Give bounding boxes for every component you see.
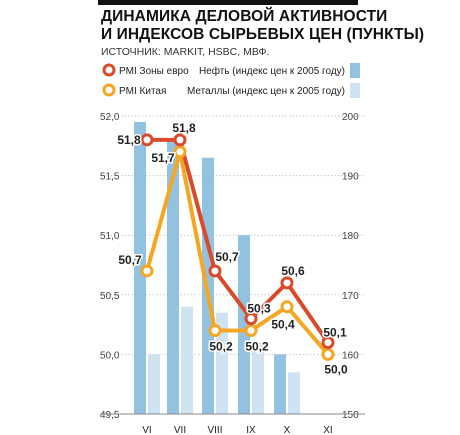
data-label-pmi-euro: 50,7 — [215, 250, 239, 264]
bar-oil — [274, 354, 286, 414]
bar-oil — [134, 121, 146, 415]
y-right-tick-label: 180 — [342, 231, 359, 242]
legend-marker-pmi-china — [102, 83, 116, 97]
legend-marker-pmi-euro — [102, 63, 116, 77]
y-left-tick-label: 49,5 — [100, 410, 120, 421]
data-label-pmi-china: 50,0 — [324, 362, 348, 376]
point-pmi-china — [140, 264, 154, 278]
legend-label-pmi-china: PMI Китая — [119, 86, 166, 97]
title-bar-decoration — [98, 0, 358, 5]
legend-swatch-metals — [350, 83, 360, 98]
y-right-tick-label: 190 — [342, 172, 359, 183]
data-label-pmi-euro: 51,8 — [117, 133, 141, 147]
legend-swatch-oil — [350, 63, 360, 78]
point-pmi-china — [280, 300, 294, 314]
point-pmi-euro — [280, 276, 294, 290]
bar-metals — [288, 372, 300, 414]
bar-metals — [216, 312, 228, 414]
bar-metals — [252, 342, 264, 414]
data-label-pmi-china: 51,7 — [151, 151, 175, 165]
legend-label-oil: Нефть (индекс цен к 2005 году) — [199, 65, 345, 77]
x-tick-label: VI — [142, 425, 151, 435]
x-tick-label: XI — [323, 425, 332, 435]
data-label-pmi-china: 50,4 — [271, 318, 295, 332]
chart-title: ДИНАМИКА ДЕЛОВОЙ АКТИВНОСТИ И ИНДЕКСОВ С… — [101, 8, 425, 43]
point-pmi-china — [244, 324, 258, 338]
x-tick-label: VII — [174, 425, 186, 435]
point-pmi-china — [321, 347, 335, 361]
y-left-tick-label: 52,0 — [100, 112, 120, 123]
y-right-tick-label: 200 — [342, 112, 359, 123]
data-label-pmi-china: 50,7 — [118, 253, 142, 267]
point-pmi-euro — [244, 312, 258, 326]
bar-metals — [181, 306, 193, 414]
y-right-tick-label: 170 — [342, 291, 359, 302]
y-left-tick-label: 51,0 — [100, 231, 120, 242]
y-left-tick-label: 51,5 — [100, 172, 120, 183]
data-label-pmi-china: 50,2 — [209, 340, 233, 354]
bar-oil — [238, 235, 250, 414]
legend-label-pmi-euro: PMI Зоны евро — [119, 66, 189, 77]
bar-oil — [167, 139, 179, 414]
data-label-pmi-euro: 50,3 — [247, 302, 271, 316]
data-label-pmi-china: 50,2 — [245, 340, 269, 354]
data-label-pmi-euro: 50,6 — [281, 264, 305, 278]
y-left-tick-label: 50,0 — [100, 350, 120, 361]
x-tick-label: X — [284, 425, 291, 435]
line-pmi-china — [145, 149, 330, 356]
bar-metals — [148, 354, 160, 414]
point-pmi-euro — [321, 335, 335, 349]
point-pmi-china — [208, 324, 222, 338]
point-pmi-euro — [173, 133, 187, 147]
legend-label-metals: Металлы (индекс цен к 2005 году) — [187, 86, 345, 97]
point-pmi-euro — [140, 133, 154, 147]
point-pmi-euro — [208, 264, 222, 278]
x-tick-label: IX — [246, 425, 256, 435]
y-right-tick-label: 150 — [342, 410, 359, 421]
y-left-tick-label: 50,5 — [100, 291, 120, 302]
chart-source: ИСТОЧНИК: MARKIT, HSBC, МВФ. — [101, 46, 270, 58]
x-tick-label: VIII — [207, 425, 222, 435]
data-label-pmi-euro: 50,1 — [323, 325, 347, 339]
data-label-pmi-euro: 51,8 — [172, 121, 196, 135]
point-pmi-china — [173, 145, 187, 159]
y-right-tick-label: 160 — [342, 350, 359, 361]
